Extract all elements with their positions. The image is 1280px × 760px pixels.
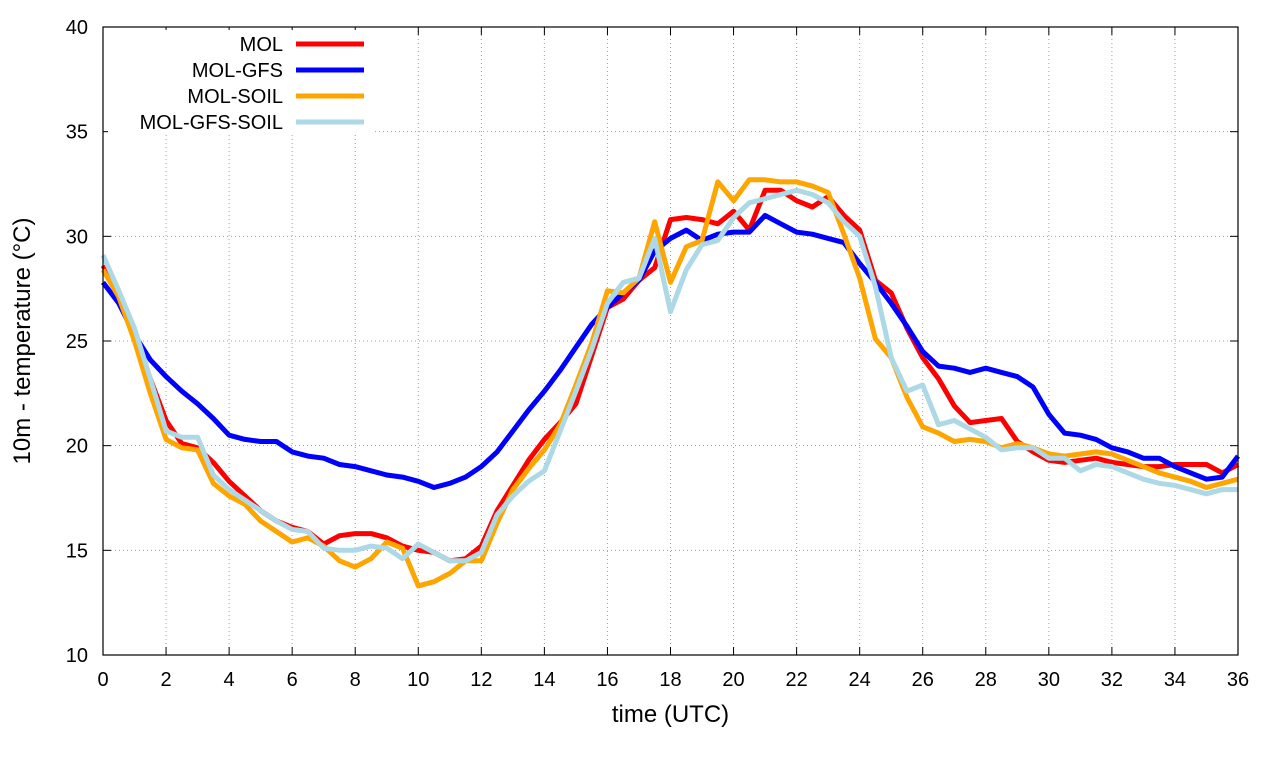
x-tick-label: 24 [849, 669, 871, 691]
x-tick-label: 10 [407, 669, 429, 691]
y-tick-label: 25 [66, 331, 88, 353]
x-axis-title: time (UTC) [612, 701, 729, 728]
y-axis-ticks: 10 15 20 25 30 35 40 [66, 17, 1238, 667]
y-axis-title: 10m - temperature (°C) [9, 218, 36, 465]
x-tick-label: 14 [533, 669, 555, 691]
y-tick-label: 35 [66, 122, 88, 144]
x-tick-label: 34 [1164, 669, 1186, 691]
x-tick-label: 8 [350, 669, 361, 691]
x-tick-label: 2 [160, 669, 171, 691]
legend-background [108, 30, 373, 134]
y-tick-label: 15 [66, 540, 88, 562]
series-lines [100, 177, 1240, 589]
x-tick-label: 4 [224, 669, 235, 691]
series-line-mol-soil [100, 177, 1239, 589]
y-tick-label: 20 [66, 436, 88, 458]
x-tick-label: 36 [1227, 669, 1249, 691]
legend-label: MOL [240, 34, 283, 56]
legend-label: MOL-GFS-SOIL [140, 112, 283, 134]
x-tick-label: 6 [287, 669, 298, 691]
x-tick-label: 26 [912, 669, 934, 691]
x-tick-label: 0 [97, 669, 108, 691]
x-tick-label: 28 [975, 669, 997, 691]
x-tick-label: 18 [659, 669, 681, 691]
legend-label: MOL-SOIL [187, 86, 283, 108]
legend: MOL MOL-GFS MOL-SOIL MOL-GFS-SOIL [108, 30, 373, 134]
x-tick-label: 22 [785, 669, 807, 691]
x-tick-label: 30 [1038, 669, 1060, 691]
legend-label: MOL-GFS [192, 60, 283, 82]
x-axis-ticks: 0 2 4 6 8 10 12 14 16 18 20 22 24 26 28 30 32 34 36 [97, 27, 1249, 691]
x-tick-label: 16 [596, 669, 618, 691]
y-tick-label: 10 [66, 645, 88, 667]
y-tick-label: 30 [66, 226, 88, 248]
x-tick-label: 12 [470, 669, 492, 691]
series-line-mol-gfs [101, 212, 1240, 490]
x-tick-label: 20 [722, 669, 744, 691]
x-tick-label: 32 [1101, 669, 1123, 691]
series-line-mol-gfs-soil [100, 187, 1238, 564]
y-tick-label: 40 [66, 17, 88, 39]
